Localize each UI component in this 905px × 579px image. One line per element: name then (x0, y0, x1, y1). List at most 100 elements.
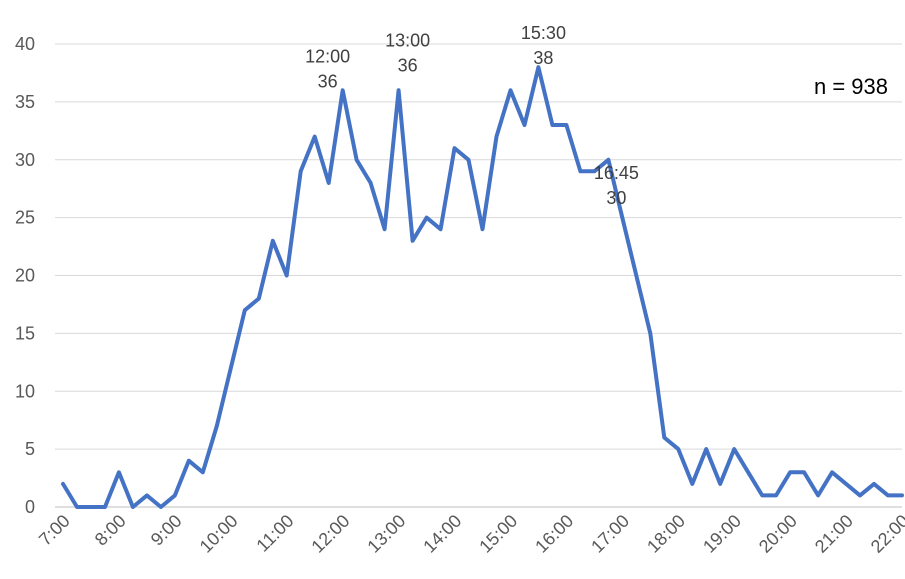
data-point (257, 297, 261, 301)
data-point (201, 470, 205, 474)
series-group (61, 65, 904, 509)
data-point (634, 274, 638, 277)
annotation-time: 13:00 (385, 30, 430, 50)
data-point (117, 470, 121, 474)
x-tick-label: 17:00 (587, 511, 633, 557)
data-point (718, 482, 722, 486)
data-point (830, 470, 834, 474)
data-point (145, 493, 149, 497)
data-point (103, 505, 107, 509)
data-point (844, 482, 848, 486)
data-point (481, 227, 484, 231)
data-point (411, 239, 415, 243)
x-tick-label: 22:00 (867, 511, 905, 557)
annotation-time: 16:45 (594, 163, 639, 183)
annotation-value: 30 (606, 188, 626, 208)
data-point (397, 88, 401, 92)
data-point (522, 123, 526, 127)
data-point (620, 216, 624, 220)
annotation-time: 12:00 (305, 46, 350, 66)
data-point (816, 493, 820, 497)
y-tick-label: 10 (15, 381, 35, 401)
y-tick-label: 25 (15, 208, 35, 228)
x-tick-label: 15:00 (475, 511, 521, 557)
data-point (369, 181, 373, 185)
data-point (243, 308, 247, 312)
data-point (467, 158, 471, 162)
data-point (900, 493, 904, 497)
data-point (215, 424, 219, 428)
data-point (327, 181, 331, 185)
data-point (508, 88, 512, 92)
x-tick-label: 10:00 (196, 511, 242, 557)
data-point (89, 505, 93, 509)
data-point (886, 493, 890, 497)
data-point (606, 158, 610, 162)
sample-size-label: n = 938 (814, 74, 888, 99)
series-line-0 (61, 65, 904, 509)
data-point (439, 227, 443, 231)
data-point (648, 331, 652, 335)
y-tick-label: 15 (15, 323, 35, 343)
data-point (494, 135, 498, 139)
annotation-value: 38 (533, 48, 553, 68)
annotation-value: 36 (318, 71, 338, 91)
annotation-time: 15:30 (521, 23, 566, 43)
y-tick-label: 40 (15, 34, 35, 54)
data-point (271, 239, 275, 243)
y-tick-label: 35 (15, 92, 35, 112)
x-axis-tick-labels: 7:00 8:00 9:00 10:00 11:00 12:00 13:00 14:00 15:… (35, 511, 905, 557)
data-point (732, 447, 736, 451)
data-point (383, 227, 387, 231)
data-point (229, 366, 233, 370)
data-point (187, 459, 191, 463)
x-tick-label: 7:00 (35, 511, 74, 550)
x-tick-label: 20:00 (755, 511, 801, 557)
annotation-value: 36 (398, 55, 418, 75)
data-point (746, 470, 750, 474)
data-point (173, 493, 177, 497)
x-tick-label: 18:00 (643, 511, 689, 557)
data-point (690, 482, 694, 486)
data-point (159, 505, 163, 509)
x-tick-label: 13:00 (363, 511, 409, 557)
data-point (858, 493, 862, 497)
gridlines (55, 43, 902, 508)
x-tick-label: 8:00 (91, 511, 130, 550)
x-tick-label: 11:00 (253, 511, 298, 556)
data-point (704, 447, 708, 451)
data-point (578, 169, 582, 173)
x-tick-label: 21:00 (811, 511, 857, 557)
data-point (564, 123, 568, 127)
data-point (662, 436, 666, 440)
data-point (453, 146, 457, 150)
data-point (550, 123, 554, 127)
data-point (299, 169, 303, 173)
x-tick-label: 19:00 (699, 511, 745, 557)
y-axis-tick-labels: 0 5 10 15 20 25 30 35 40 (15, 34, 35, 517)
y-tick-label: 5 (25, 439, 35, 459)
y-tick-label: 0 (25, 497, 35, 517)
data-point (131, 505, 135, 509)
data-point (592, 169, 596, 173)
data-point (313, 135, 317, 139)
data-point (61, 482, 65, 486)
x-tick-label: 9:00 (147, 511, 186, 550)
x-tick-label: 16:00 (531, 511, 577, 557)
data-point (774, 493, 778, 497)
y-tick-label: 30 (15, 150, 35, 170)
data-point (425, 216, 429, 220)
annotations: 12:00 36 13:00 36 15:30 38 16:45 30 (305, 23, 639, 208)
data-point (760, 493, 764, 497)
data-point (872, 482, 876, 486)
data-point (802, 470, 806, 474)
x-tick-label: 14:00 (419, 511, 465, 557)
y-tick-label: 20 (15, 266, 35, 286)
data-point (75, 505, 79, 509)
data-point (536, 65, 540, 69)
data-point (285, 274, 289, 277)
data-point (788, 470, 792, 474)
data-point (341, 88, 345, 92)
x-tick-label: 12:00 (308, 511, 354, 557)
